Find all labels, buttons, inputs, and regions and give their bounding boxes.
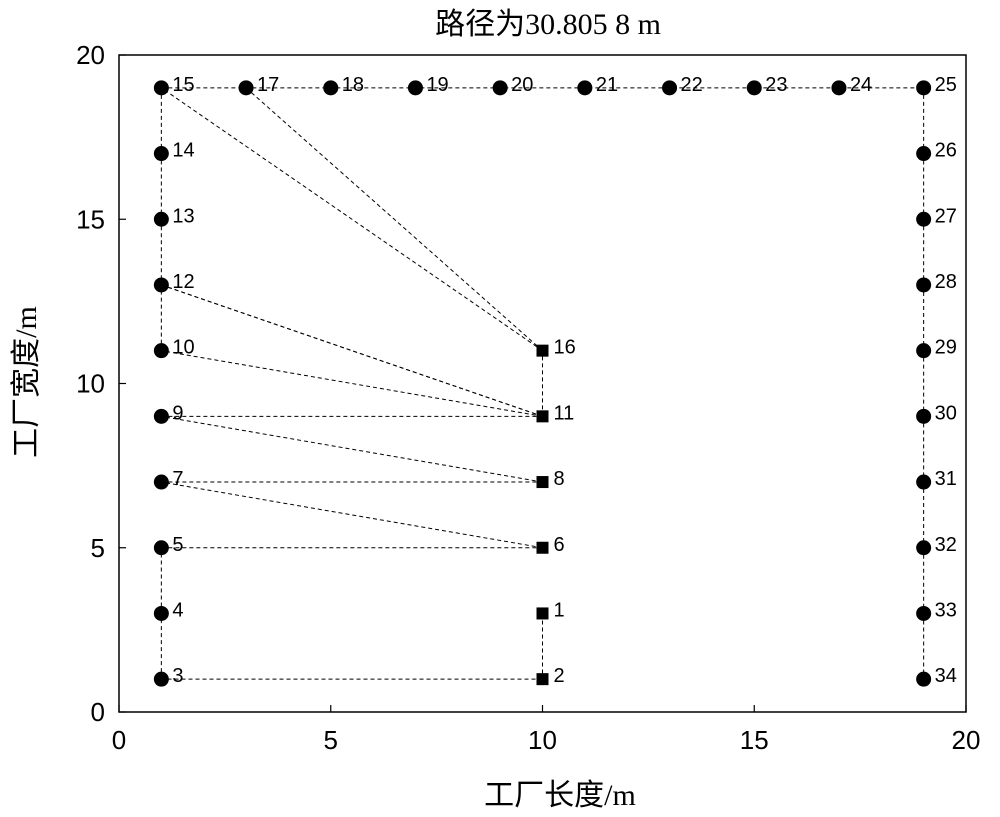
point-label-24: 24 [850, 74, 872, 96]
point-label-11: 11 [554, 402, 575, 424]
path-segment-11-10 [161, 350, 543, 417]
point-marker-31 [916, 474, 932, 490]
path-segment-12-11 [161, 284, 543, 417]
chart-title: 路径为30.805 8 m [435, 8, 661, 41]
point-label-27: 27 [935, 205, 957, 227]
point-label-21: 21 [596, 74, 618, 96]
point-label-15: 15 [172, 74, 194, 96]
path-segment-8-9 [161, 415, 543, 483]
point-marker-25 [916, 80, 932, 96]
path-edges [160, 87, 925, 680]
point-marker-32 [916, 540, 932, 556]
point-label-1: 1 [554, 599, 565, 621]
point-label-2: 2 [554, 665, 565, 687]
path-segment-12-11 [161, 284, 543, 417]
point-marker-33 [916, 605, 932, 621]
point-label-28: 28 [935, 271, 957, 293]
point-marker-24 [831, 80, 847, 96]
point-label-3: 3 [172, 665, 183, 687]
point-label-19: 19 [426, 74, 448, 96]
x-axis-title: 工厂长度/m [484, 779, 636, 812]
point-marker-7 [153, 474, 169, 490]
x-tick-label: 5 [324, 725, 338, 755]
point-label-9: 9 [172, 402, 183, 424]
x-tick-label: 0 [112, 725, 126, 755]
point-label-12: 12 [172, 271, 194, 293]
point-marker-4 [153, 605, 169, 621]
point-marker-28 [916, 277, 932, 293]
point-label-29: 29 [935, 337, 957, 359]
path-segment-16-15 [161, 87, 543, 352]
point-label-22: 22 [681, 74, 703, 96]
point-marker-30 [916, 408, 932, 424]
point-label-33: 33 [935, 599, 957, 621]
point-marker-19 [407, 80, 423, 96]
point-label-32: 32 [935, 534, 957, 556]
path-segment-6-7 [161, 481, 543, 549]
point-marker-11 [536, 410, 549, 423]
point-marker-2 [536, 673, 549, 686]
point-marker-18 [323, 80, 339, 96]
x-tick-label: 10 [528, 725, 557, 755]
point-label-16: 16 [554, 337, 576, 359]
point-marker-20 [492, 80, 508, 96]
point-marker-13 [153, 211, 169, 227]
point-marker-10 [153, 343, 169, 359]
point-marker-15 [153, 80, 169, 96]
x-tick-label: 20 [952, 725, 981, 755]
point-marker-12 [153, 277, 169, 293]
y-axis-title: 工厂宽度/m [10, 306, 43, 458]
path-segment-16-17 [245, 87, 543, 352]
point-marker-6 [536, 541, 549, 554]
point-marker-1 [536, 607, 549, 620]
x-tick-label: 15 [740, 725, 769, 755]
point-marker-27 [916, 211, 932, 227]
point-marker-5 [153, 540, 169, 556]
point-marker-3 [153, 671, 169, 687]
point-label-30: 30 [935, 402, 957, 424]
point-label-26: 26 [935, 140, 957, 162]
point-label-10: 10 [172, 337, 194, 359]
point-label-25: 25 [935, 74, 957, 96]
point-marker-16 [536, 344, 549, 357]
point-label-13: 13 [172, 205, 194, 227]
point-label-20: 20 [511, 74, 533, 96]
point-label-34: 34 [935, 665, 957, 687]
point-label-6: 6 [554, 534, 565, 556]
point-label-14: 14 [172, 140, 194, 162]
point-marker-22 [662, 80, 678, 96]
point-marker-29 [916, 343, 932, 359]
point-marker-26 [916, 146, 932, 162]
point-marker-8 [536, 476, 549, 489]
point-marker-17 [238, 80, 254, 96]
point-label-23: 23 [765, 74, 787, 96]
point-marker-21 [577, 80, 593, 96]
point-label-17: 17 [257, 74, 279, 96]
point-label-31: 31 [935, 468, 957, 490]
point-label-8: 8 [554, 468, 565, 490]
y-tick-label: 5 [91, 533, 105, 563]
point-marker-14 [153, 146, 169, 162]
y-tick-label: 15 [76, 204, 105, 234]
point-label-5: 5 [172, 534, 183, 556]
point-label-4: 4 [172, 599, 183, 621]
y-tick-label: 20 [76, 40, 105, 70]
point-label-18: 18 [342, 74, 364, 96]
point-marker-23 [746, 80, 762, 96]
point-label-7: 7 [172, 468, 183, 490]
y-tick-label: 10 [76, 369, 105, 399]
y-tick-label: 0 [91, 697, 105, 727]
point-marker-9 [153, 408, 169, 424]
point-marker-34 [916, 671, 932, 687]
